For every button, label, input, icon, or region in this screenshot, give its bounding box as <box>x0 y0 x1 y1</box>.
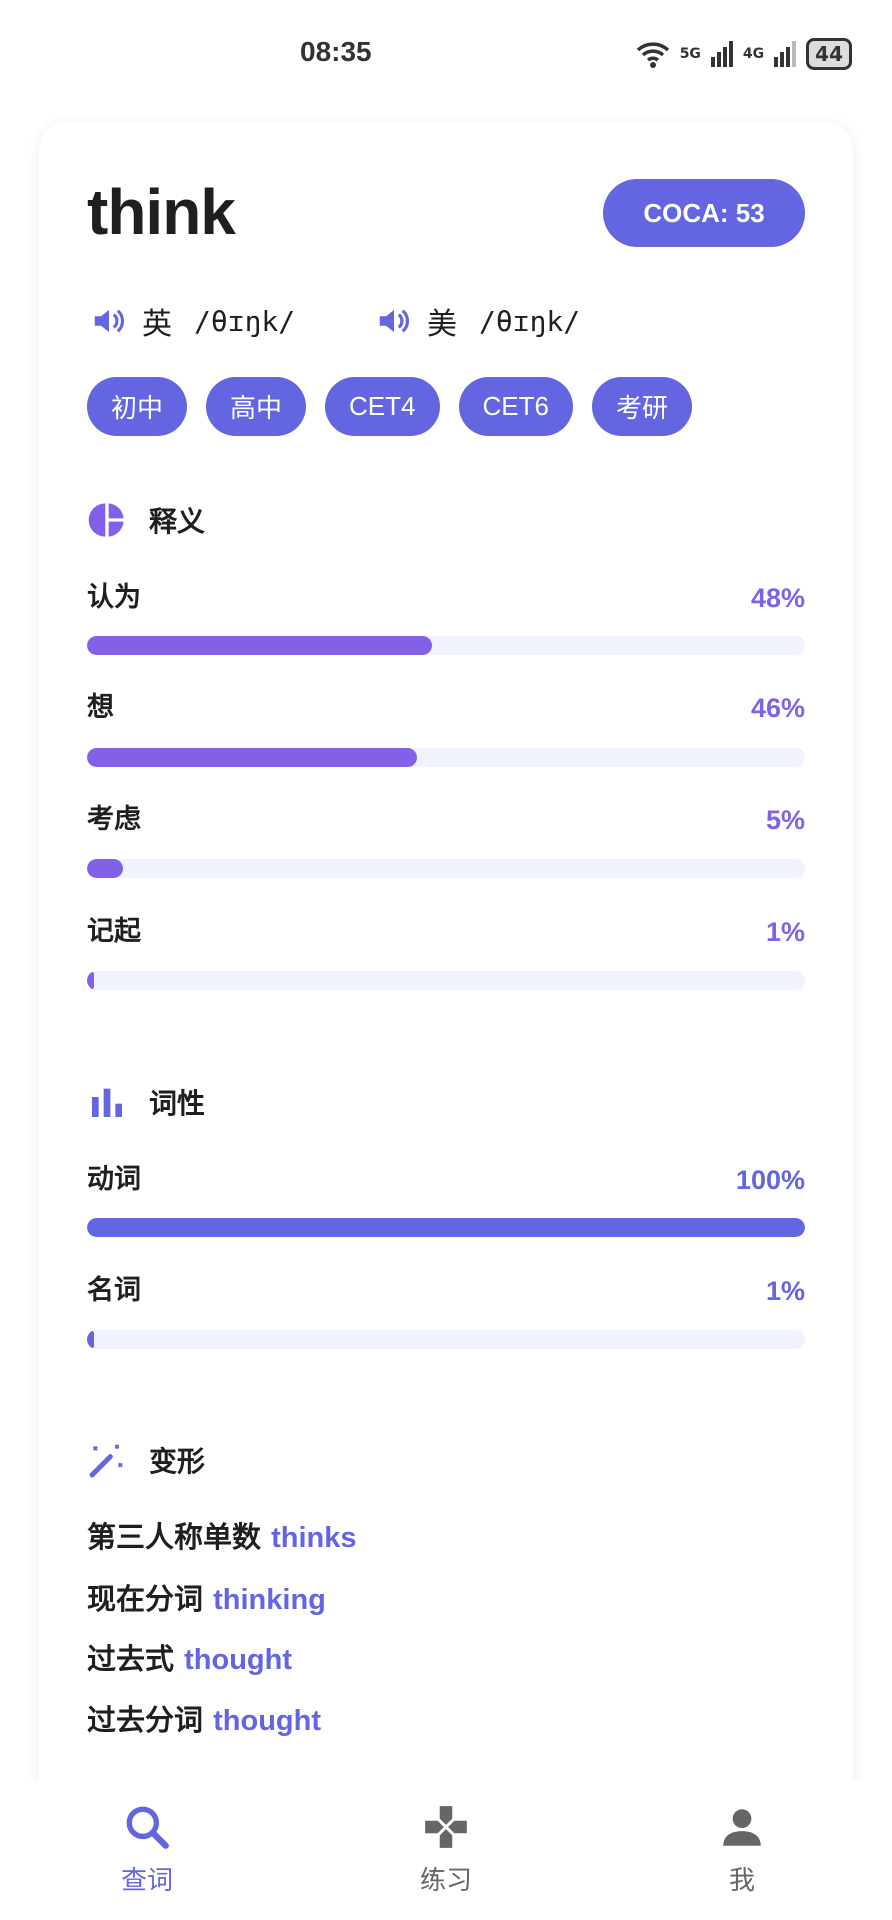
search-icon <box>126 1806 169 1849</box>
meanings-row-percent: 5% <box>765 805 805 835</box>
meanings-row-label: 认为 <box>87 582 141 613</box>
pronunciation-region: 英 <box>142 307 172 342</box>
meanings-header: 释义 <box>87 500 205 540</box>
meanings-row-percent: 46% <box>750 693 805 723</box>
form-word[interactable]: thought <box>213 1705 322 1737</box>
meanings-progress-track <box>87 636 805 655</box>
form-word[interactable]: thought <box>184 1644 293 1676</box>
headword: think <box>87 176 236 248</box>
level-tags: 初中 高中 CET4 CET6 考研 <box>87 377 692 436</box>
person-icon <box>723 1809 761 1846</box>
pos-row-percent: 100% <box>735 1165 805 1195</box>
form-third-person: 第三人称单数 thinks <box>87 1517 357 1558</box>
form-past-participle: 过去分词 thought <box>87 1700 321 1741</box>
pos-title: 词性 <box>149 1087 206 1120</box>
nav-label: 我 <box>728 1866 755 1896</box>
form-label: 第三人称单数 <box>87 1520 262 1554</box>
meanings-progress-fill <box>87 859 123 878</box>
coca-rank-badge: COCA: 53 <box>603 179 805 247</box>
forms-title: 变形 <box>149 1445 206 1478</box>
form-word[interactable]: thinking <box>213 1584 326 1616</box>
pos-progress-fill <box>87 1218 805 1237</box>
status-icons: 5G 4G 44 <box>636 38 852 70</box>
meanings-progress-fill <box>87 748 418 767</box>
pronunciation-uk[interactable]: 英 /θɪŋk/ <box>90 300 295 342</box>
meanings-row-percent: 48% <box>750 583 805 613</box>
status-time: 08:35 <box>300 36 372 67</box>
pos-progress-track <box>87 1218 805 1237</box>
nav-label: 查词 <box>120 1866 173 1896</box>
form-present-participle: 现在分词 thinking <box>87 1579 326 1620</box>
bottom-navigation: 查词 练习 我 <box>0 1780 892 1920</box>
pie-chart-icon <box>88 503 124 537</box>
meanings-progress-track <box>87 971 805 990</box>
meanings-progress-track <box>87 859 805 878</box>
meanings-row-label: 考虑 <box>87 804 141 835</box>
pos-header: 词性 <box>87 1082 205 1122</box>
pronunciation-region: 美 <box>427 307 457 342</box>
pos-progress-fill <box>87 1330 95 1349</box>
pronunciation-us[interactable]: 美 /θɪŋk/ <box>375 300 580 342</box>
nav-practice[interactable]: 练习 <box>366 1802 526 1897</box>
meanings-title: 释义 <box>149 505 206 538</box>
form-label: 过去式 <box>87 1642 175 1676</box>
form-label: 现在分词 <box>87 1582 204 1616</box>
meanings-progress-track <box>87 748 805 767</box>
tag-cet6: CET6 <box>458 377 573 436</box>
tag-senior-high: 高中 <box>206 377 307 436</box>
speaker-icon[interactable] <box>375 302 413 340</box>
speaker-icon[interactable] <box>90 302 128 340</box>
magic-wand-icon <box>89 1444 123 1478</box>
bar-chart-icon <box>92 1088 122 1117</box>
form-word[interactable]: thinks <box>271 1522 357 1554</box>
pos-row-label: 名词 <box>87 1275 141 1306</box>
pos-row-label: 动词 <box>87 1164 141 1195</box>
meanings-row-label: 想 <box>87 692 114 723</box>
meanings-progress-fill <box>87 971 95 990</box>
pos-row-percent: 1% <box>765 1276 805 1306</box>
forms-header: 变形 <box>87 1440 205 1480</box>
network-4g: 4G <box>742 46 765 62</box>
tag-postgrad: 考研 <box>591 377 692 436</box>
gamepad-icon <box>425 1806 467 1848</box>
wifi-icon <box>636 42 669 68</box>
tag-junior-high: 初中 <box>87 377 188 436</box>
meanings-row-label: 记起 <box>87 916 141 947</box>
nav-lookup[interactable]: 查词 <box>67 1802 227 1897</box>
battery-indicator: 44 <box>806 38 852 70</box>
nav-me[interactable]: 我 <box>662 1802 822 1897</box>
meanings-row-percent: 1% <box>765 917 805 947</box>
pos-progress-track <box>87 1330 805 1349</box>
form-label: 过去分词 <box>87 1703 204 1737</box>
pronunciation-ipa: /θɪŋk/ <box>479 304 581 338</box>
network-5g: 5G <box>679 46 701 62</box>
pronunciation-ipa: /θɪŋk/ <box>194 304 296 338</box>
nav-label: 练习 <box>419 1866 472 1896</box>
signal-icon <box>774 41 797 67</box>
signal-icon <box>710 41 733 67</box>
form-past-tense: 过去式 thought <box>87 1639 292 1680</box>
meanings-progress-fill <box>87 636 432 655</box>
tag-cet4: CET4 <box>325 377 440 436</box>
